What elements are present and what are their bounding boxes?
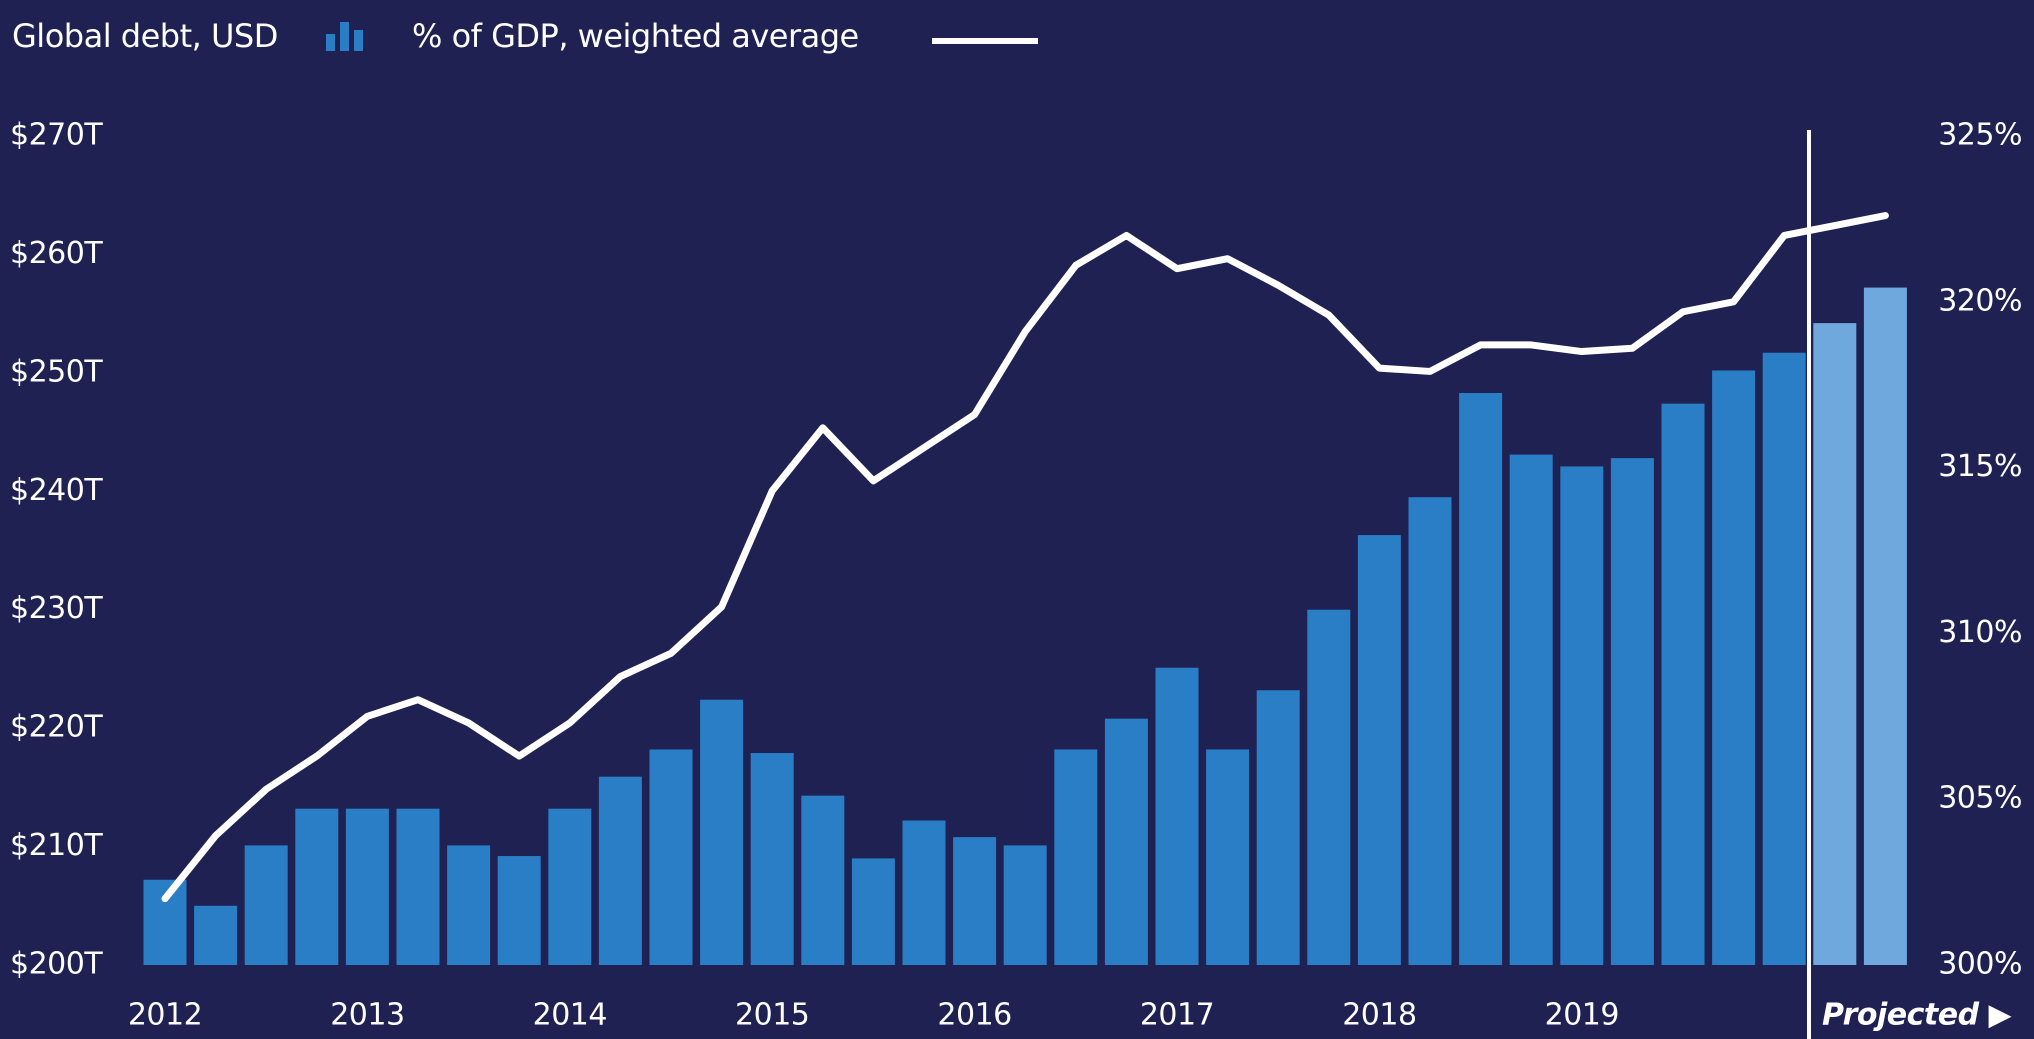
bar bbox=[1003, 845, 1047, 965]
bar bbox=[295, 808, 339, 965]
y2-tick-label: 325% bbox=[1938, 118, 2022, 153]
bar bbox=[1307, 609, 1351, 965]
bar bbox=[1509, 454, 1553, 965]
bar bbox=[143, 879, 187, 965]
bar bbox=[1104, 718, 1148, 965]
bar bbox=[801, 795, 845, 965]
legend-label: % of GDP, weighted average bbox=[412, 17, 859, 55]
x-tick-label: 2015 bbox=[735, 998, 809, 1033]
bar bbox=[649, 749, 693, 965]
x-tick-label: 2014 bbox=[533, 998, 607, 1033]
x-tick-label: 2019 bbox=[1545, 998, 1619, 1033]
bar bbox=[1762, 352, 1806, 966]
x-tick-label: 2018 bbox=[1342, 998, 1416, 1033]
bar bbox=[1712, 370, 1756, 965]
legend: Global debt, USD % of GDP, weighted aver… bbox=[12, 17, 1038, 55]
y-tick-label: $200T bbox=[10, 947, 103, 982]
bar bbox=[1155, 667, 1199, 965]
bar bbox=[1054, 749, 1098, 965]
bar bbox=[851, 858, 895, 965]
y-tick-label: $270T bbox=[10, 118, 103, 153]
y2-tick-label: 310% bbox=[1938, 615, 2022, 650]
bar bbox=[1813, 323, 1857, 965]
bar bbox=[1206, 749, 1250, 965]
line bbox=[161, 212, 1889, 903]
y2-tick-label: 320% bbox=[1938, 283, 2022, 318]
legend-label: Global debt, USD bbox=[12, 17, 278, 55]
y-tick-label: $230T bbox=[10, 591, 103, 626]
bar bbox=[447, 845, 491, 965]
x-tick-label: 2017 bbox=[1140, 998, 1214, 1033]
bar bbox=[1357, 535, 1401, 965]
y-tick-label: $240T bbox=[10, 473, 103, 508]
bar bbox=[1408, 497, 1452, 965]
bar bbox=[497, 856, 541, 965]
bar bbox=[1256, 690, 1300, 965]
y-tick-label: $220T bbox=[10, 710, 103, 745]
y-tick-label: $210T bbox=[10, 828, 103, 863]
y2-tick-label: 305% bbox=[1938, 781, 2022, 816]
bar bbox=[1560, 466, 1604, 965]
bar bbox=[396, 808, 440, 965]
bar bbox=[345, 808, 389, 965]
bar bbox=[1459, 392, 1503, 965]
x-tick-label: 2012 bbox=[128, 998, 202, 1033]
bar bbox=[953, 837, 997, 965]
x-tick-label: 2013 bbox=[330, 998, 404, 1033]
bar bbox=[244, 845, 288, 965]
bar bbox=[1661, 403, 1705, 965]
legend-bar-icon bbox=[326, 34, 335, 51]
legend-bar-icon bbox=[354, 30, 363, 51]
bar bbox=[700, 699, 744, 965]
projected-label: Projected ▶ bbox=[1822, 998, 2011, 1033]
y-tick-label: $260T bbox=[10, 236, 103, 271]
bar bbox=[598, 776, 642, 965]
bar bbox=[194, 905, 238, 965]
legend-bar-icon bbox=[340, 22, 349, 51]
y2-tick-label: 315% bbox=[1938, 449, 2022, 484]
bar-series bbox=[143, 287, 1907, 966]
y2-tick-label: 300% bbox=[1938, 947, 2022, 982]
bar bbox=[548, 808, 592, 965]
bar bbox=[1863, 287, 1907, 965]
bar bbox=[750, 753, 794, 965]
x-tick-label: 2016 bbox=[937, 998, 1011, 1033]
bar bbox=[902, 820, 946, 965]
bar bbox=[1610, 458, 1654, 965]
y-tick-label: $250T bbox=[10, 354, 103, 389]
